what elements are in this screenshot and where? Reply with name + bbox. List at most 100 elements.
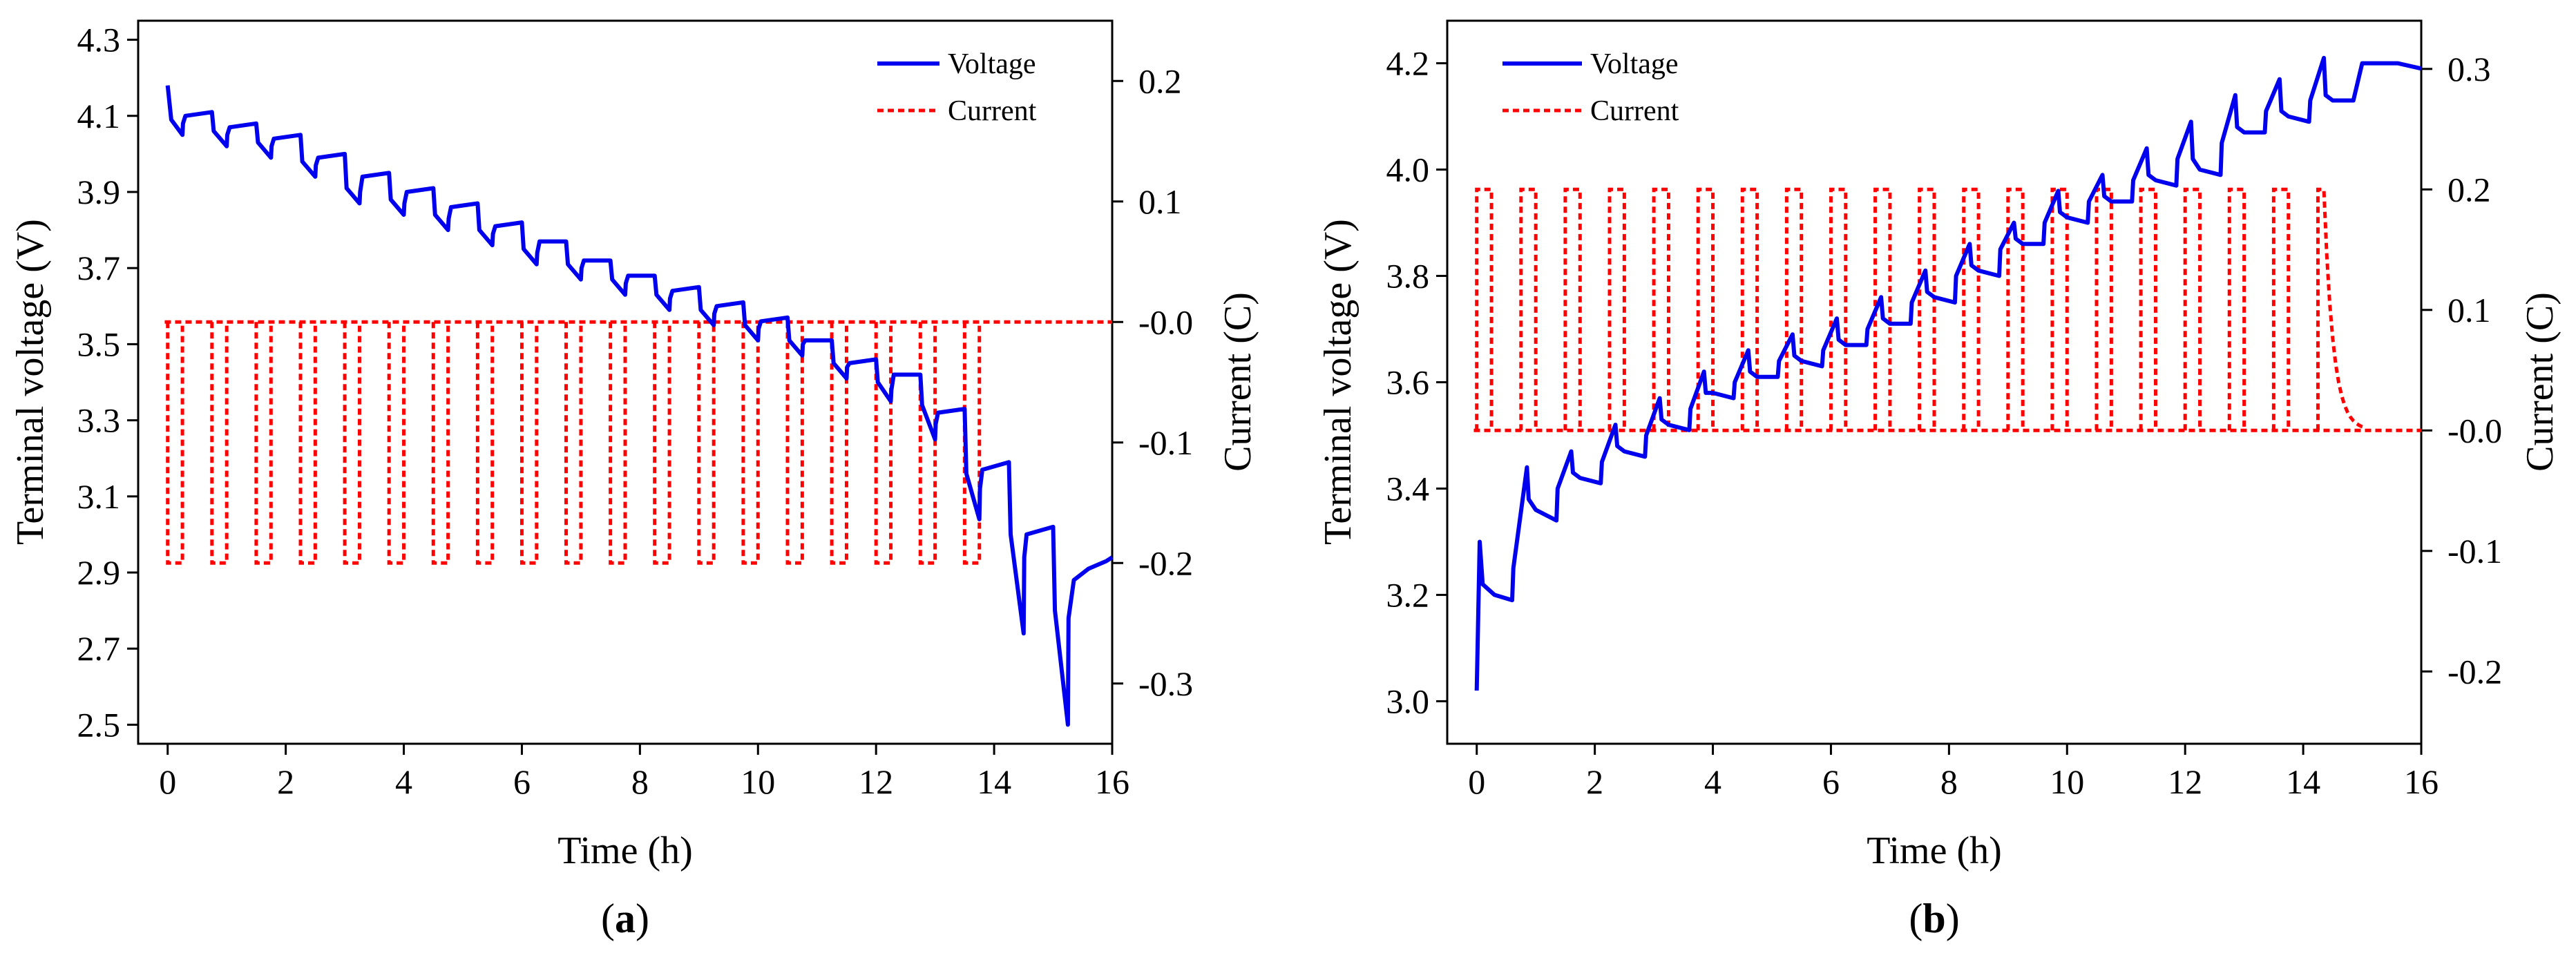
panel-a-x-tick-label: 10 bbox=[741, 762, 775, 801]
panel-a-y-left-tick-label: 2.9 bbox=[77, 553, 121, 592]
panel-a-y-left-tick-label: 3.1 bbox=[77, 477, 121, 516]
panel-a-y-left-tick-label: 2.5 bbox=[77, 705, 121, 744]
panel-b-current-pulse bbox=[2006, 187, 2025, 431]
panel-a-x-tick-label: 16 bbox=[1095, 762, 1129, 801]
panel-a-y-left-tick-label: 4.1 bbox=[77, 97, 121, 135]
panel-b-x-tick-label: 0 bbox=[1468, 762, 1485, 801]
panel-a-current-pulse bbox=[918, 322, 937, 565]
panel-b-current-pulse bbox=[1652, 187, 1670, 431]
panel-a-legend-voltage-label: Voltage bbox=[948, 48, 1036, 80]
panel-a-y-left-tick-label: 3.5 bbox=[77, 325, 121, 363]
panel-a-y-right-tick-label: 0.2 bbox=[1138, 61, 1182, 100]
panel-b-current-pulse bbox=[1563, 187, 1582, 431]
panel-b-current-pulse bbox=[2183, 187, 2202, 431]
panel-a-current-pulse bbox=[431, 322, 450, 565]
panel-a-y-left-axis-title: Terminal voltage (V) bbox=[9, 219, 52, 545]
panel-b-current-pulse bbox=[1740, 187, 1759, 431]
panel-a-y-right-tick-label: -0.3 bbox=[1138, 664, 1193, 703]
panel-a-label-close: ) bbox=[636, 896, 649, 941]
panel-b-label-letter: b bbox=[1923, 896, 1945, 941]
panel-a-label-letter: a bbox=[615, 896, 636, 941]
panel-b-y-left-tick-label: 3.0 bbox=[1386, 682, 1430, 720]
panel-a-current-pulse bbox=[609, 322, 627, 565]
panel-a-current-pulse bbox=[254, 322, 273, 565]
panel-a-voltage-series bbox=[165, 85, 1114, 727]
panel-b-x-tick-label: 6 bbox=[1822, 762, 1840, 801]
panel-b-voltage-line bbox=[1474, 55, 2422, 691]
panel-b-current-series bbox=[1473, 187, 2421, 432]
panel-b-y-right-tick-label: 0.3 bbox=[2448, 50, 2491, 88]
panel-b-y-left-tick-label: 3.4 bbox=[1386, 469, 1430, 508]
panel-b-y-left-axis-title: Terminal voltage (V) bbox=[1317, 219, 1359, 545]
panel-b-y-right-tick-label: -0.0 bbox=[2448, 411, 2502, 450]
panel-a-current-pulse bbox=[741, 322, 760, 565]
panel-a-legend-current-label: Current bbox=[948, 95, 1037, 127]
panel-a-x-tick-label: 14 bbox=[977, 762, 1011, 801]
panel-a: 0 2 4 6 8 10 12 14 16 2.5 2.7 2.9 3.1 3.3 3.5 3.7 3.9 4.… bbox=[9, 19, 1259, 941]
panel-a-x-axis-title: Time (h) bbox=[557, 829, 693, 872]
panel-b-x-tick-label: 14 bbox=[2286, 762, 2320, 801]
panel-b-x-axis-title: Time (h) bbox=[1867, 829, 2002, 872]
panel-a-x-tick-label: 2 bbox=[277, 762, 294, 801]
panel-b-x-tick-label: 16 bbox=[2404, 762, 2439, 801]
panel-a-current-pulse bbox=[519, 322, 539, 565]
panel-b-voltage-series bbox=[1474, 55, 2422, 691]
panel-a-current-pulse bbox=[653, 322, 671, 565]
panel-b-current-pulse bbox=[1696, 187, 1715, 431]
panel-a-y-left-tick-label: 3.9 bbox=[77, 173, 121, 211]
panel-a-x-tick-label: 8 bbox=[631, 762, 649, 801]
panel-b-y-left-tick-label: 3.8 bbox=[1386, 257, 1430, 296]
panel-a-y-right-ticks: -0.3 -0.2 -0.1 -0.0 0.1 0.2 bbox=[1112, 61, 1193, 703]
panel-b-y-right-tick-label: -0.1 bbox=[2448, 532, 2502, 570]
panel-a-current-pulse bbox=[166, 322, 184, 565]
panel-a-current-pulse bbox=[697, 322, 716, 565]
panel-b-legend: Voltage Current bbox=[1502, 48, 1679, 127]
panel-a-y-right-tick-label: 0.1 bbox=[1138, 182, 1182, 221]
panel-b-label: (b) bbox=[1909, 896, 1959, 941]
panel-b: 0 2 4 6 8 10 12 14 16 3.0 3.2 3.4 3.6 3.8 4.0 4.2 -0.2… bbox=[1317, 19, 2561, 941]
panel-b-x-ticks: 0 2 4 6 8 10 12 14 16 bbox=[1468, 744, 2439, 801]
panel-b-current-pulse bbox=[2271, 187, 2291, 431]
panel-a-current-pulse bbox=[962, 322, 982, 565]
panel-a-current-pulse bbox=[343, 322, 361, 565]
panel-b-y-right-tick-label: -0.2 bbox=[2448, 652, 2502, 691]
panel-b-y-left-ticks: 3.0 3.2 3.4 3.6 3.8 4.0 4.2 bbox=[1386, 44, 1447, 720]
panel-b-current-pulse bbox=[1829, 187, 1848, 431]
panel-a-current-pulse bbox=[210, 322, 229, 565]
panel-b-current-pulse bbox=[1918, 187, 1936, 431]
panel-a-current-pulse bbox=[785, 322, 804, 565]
panel-a-legend: Voltage Current bbox=[877, 48, 1037, 127]
panel-b-current-pulse bbox=[2316, 187, 2366, 431]
panel-a-x-tick-label: 12 bbox=[859, 762, 893, 801]
panel-a-label: (a) bbox=[601, 896, 649, 941]
panel-a-current-pulse bbox=[475, 322, 495, 565]
panel-a-y-right-tick-label: -0.0 bbox=[1138, 302, 1193, 341]
panel-b-y-right-tick-label: 0.1 bbox=[2448, 291, 2491, 329]
panel-b-x-tick-label: 10 bbox=[2050, 762, 2084, 801]
panel-a-y-right-axis-title: Current (C) bbox=[1217, 292, 1259, 472]
panel-a-current-pulse bbox=[564, 322, 583, 565]
panel-a-label-open: ( bbox=[601, 896, 615, 941]
panel-a-current-pulse bbox=[830, 322, 848, 565]
panel-b-current-pulse bbox=[2050, 187, 2069, 431]
panel-a-current-pulse bbox=[874, 322, 893, 565]
panel-b-y-right-ticks: -0.2 -0.1 -0.0 0.1 0.2 0.3 bbox=[2421, 50, 2502, 691]
panel-b-current-pulse bbox=[1475, 187, 1494, 431]
panel-a-y-left-ticks: 2.5 2.7 2.9 3.1 3.3 3.5 3.7 3.9 4.1 4.3 bbox=[77, 21, 138, 744]
panel-b-current-pulse bbox=[1519, 187, 1538, 431]
panel-a-y-left-tick-label: 3.7 bbox=[77, 249, 121, 287]
panel-b-current-pulse bbox=[2139, 187, 2157, 431]
panel-a-current-pulse bbox=[298, 322, 317, 565]
panel-b-current-pulse bbox=[1962, 187, 1981, 431]
panel-a-plot-frame bbox=[137, 19, 1114, 745]
panel-a-y-left-tick-label: 4.3 bbox=[77, 21, 121, 59]
panel-b-x-tick-label: 12 bbox=[2168, 762, 2202, 801]
panel-a-y-right-tick-label: -0.2 bbox=[1138, 543, 1193, 582]
panel-a-x-tick-label: 4 bbox=[395, 762, 412, 801]
panel-b-y-left-tick-label: 4.2 bbox=[1386, 44, 1430, 83]
panel-b-y-right-axis-title: Current (C) bbox=[2519, 292, 2561, 472]
panel-b-current-pulse bbox=[1784, 187, 1804, 431]
panel-b-x-tick-label: 4 bbox=[1704, 762, 1721, 801]
panel-b-y-left-tick-label: 3.6 bbox=[1386, 363, 1430, 402]
